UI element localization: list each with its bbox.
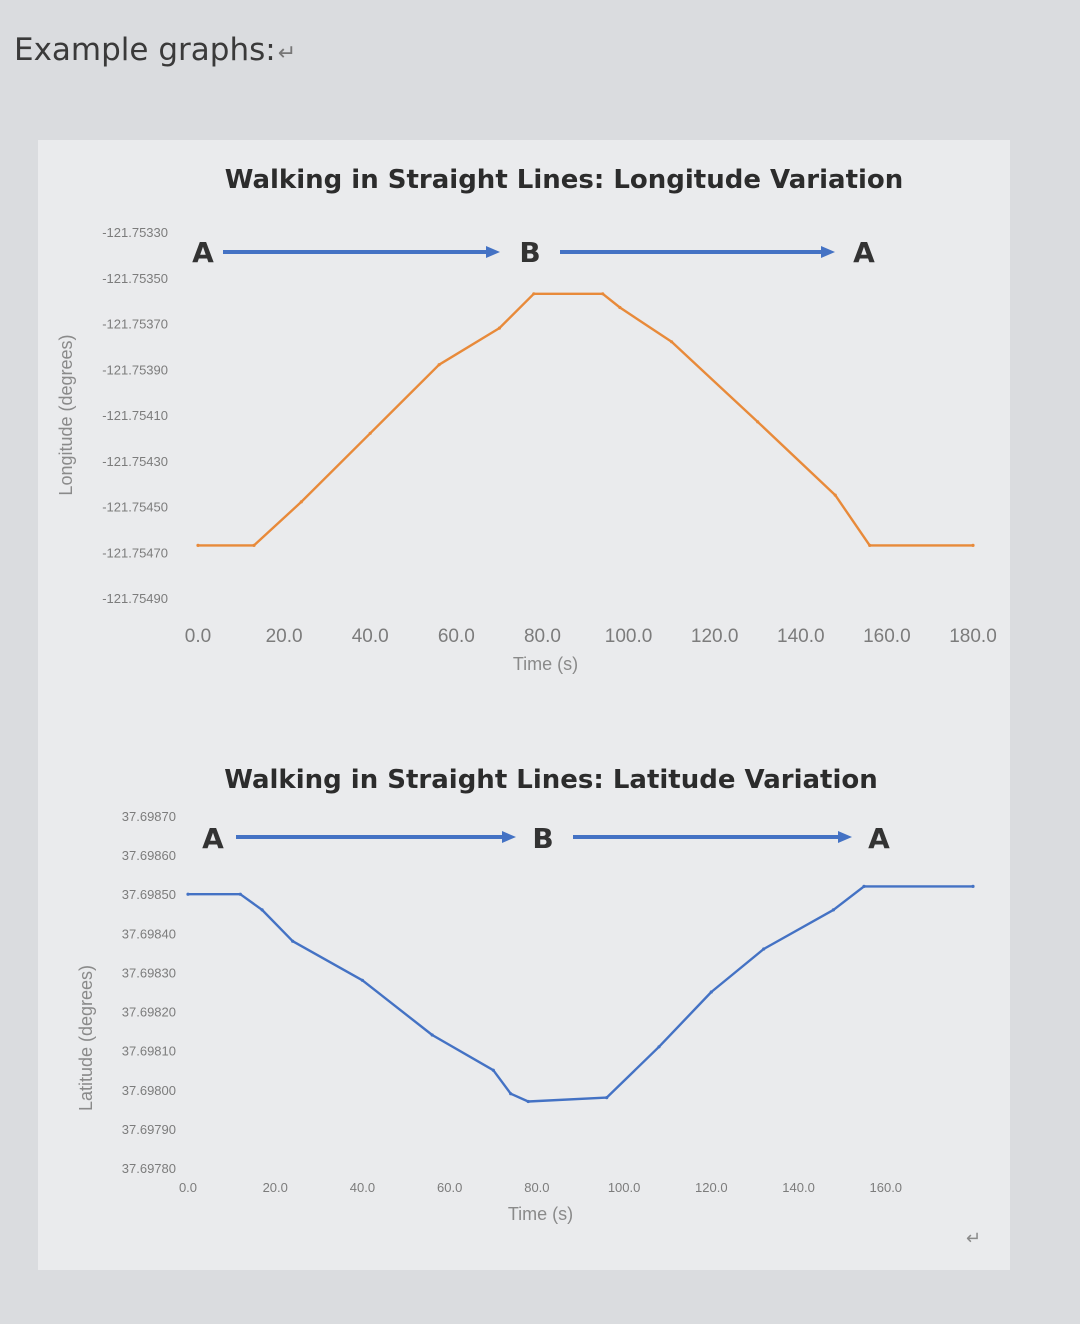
data-point: [605, 1096, 609, 1100]
longitude-chart: Walking in Straight Lines: Longitude Var…: [56, 165, 997, 674]
data-point: [670, 340, 674, 344]
data-point: [868, 543, 872, 547]
data-point: [526, 1099, 530, 1104]
x-tick-label: 40.0: [352, 626, 389, 647]
data-point: [709, 990, 713, 994]
y-tick-label: -121.75330: [102, 225, 168, 240]
x-tick-label: 120.0: [691, 626, 739, 647]
chart-title: Walking in Straight Lines: Longitude Var…: [225, 165, 904, 195]
x-tick-label: 0.0: [185, 626, 211, 647]
data-point: [291, 939, 295, 943]
return-mark-icon: ↵: [277, 41, 297, 66]
data-point: [497, 326, 501, 330]
page-heading-text: Example graphs:: [14, 32, 276, 68]
y-axis-label: Longitude (degrees): [56, 334, 76, 495]
data-point: [260, 908, 264, 912]
figure-panel: Walking in Straight Lines: Longitude Var…: [38, 140, 1010, 1270]
x-tick-label: 60.0: [438, 626, 475, 647]
annotation-label: A: [868, 822, 890, 855]
y-tick-label: -121.75450: [102, 500, 168, 515]
y-tick-label: 37.69820: [122, 1005, 176, 1020]
x-tick-label: 140.0: [777, 626, 825, 647]
annotation-label: B: [519, 236, 540, 269]
arrowhead-icon: [838, 831, 852, 843]
y-tick-label: -121.75350: [102, 271, 168, 286]
data-point: [186, 892, 190, 896]
y-tick-label: 37.69860: [122, 848, 176, 863]
y-axis-label: Latitude (degrees): [76, 965, 96, 1111]
data-point: [509, 1092, 513, 1096]
data-point: [238, 892, 242, 896]
data-point: [862, 884, 866, 888]
data-point: [762, 947, 766, 951]
x-tick-label: 100.0: [605, 626, 653, 647]
data-point: [601, 292, 605, 296]
data-point: [532, 292, 536, 296]
x-tick-label: 0.0: [179, 1180, 197, 1195]
data-point: [491, 1068, 495, 1072]
x-tick-label: 160.0: [870, 1180, 903, 1195]
x-tick-label: 60.0: [437, 1180, 462, 1195]
y-tick-label: -121.75410: [102, 408, 168, 423]
annotation-label: A: [202, 822, 224, 855]
data-point: [196, 543, 200, 547]
x-tick-label: 180.0: [949, 626, 997, 647]
data-point: [252, 543, 256, 547]
y-tick-label: 37.69840: [122, 926, 176, 941]
x-tick-label: 40.0: [350, 1180, 375, 1195]
return-mark-icon: ↵: [966, 1228, 982, 1248]
x-tick-label: 80.0: [524, 1180, 549, 1195]
y-tick-label: 37.69790: [122, 1122, 176, 1137]
data-point: [831, 908, 836, 912]
annotation-label: B: [532, 822, 553, 855]
data-point: [971, 543, 975, 547]
y-tick-label: -121.75390: [102, 362, 168, 377]
y-tick-label: -121.75490: [102, 591, 168, 606]
x-tick-label: 140.0: [782, 1180, 815, 1195]
x-tick-label: 120.0: [695, 1180, 728, 1195]
x-tick-label: 80.0: [524, 626, 561, 647]
y-tick-label: -121.75470: [102, 545, 168, 560]
data-point: [971, 884, 975, 888]
annotation-label: A: [853, 236, 875, 269]
data-point: [368, 431, 372, 435]
data-point: [657, 1045, 661, 1049]
x-tick-label: 160.0: [863, 626, 911, 647]
y-tick-label: 37.69800: [122, 1083, 176, 1098]
data-point: [618, 305, 622, 310]
y-tick-label: -121.75430: [102, 454, 168, 469]
y-tick-label: 37.69870: [122, 809, 176, 824]
x-axis-label: Time (s): [508, 1204, 573, 1224]
y-tick-label: -121.75370: [102, 317, 168, 332]
chart-title: Walking in Straight Lines: Latitude Vari…: [224, 765, 878, 795]
y-tick-label: 37.69830: [122, 965, 176, 980]
data-point: [756, 420, 760, 424]
series-line: [186, 885, 975, 1103]
data-point: [437, 363, 441, 367]
latitude-chart: Walking in Straight Lines: Latitude Vari…: [76, 765, 975, 1224]
data-point: [360, 978, 364, 982]
y-tick-label: 37.69810: [122, 1044, 176, 1059]
arrowhead-icon: [821, 246, 835, 258]
data-point: [833, 493, 837, 497]
arrowhead-icon: [486, 246, 500, 258]
data-point: [430, 1033, 434, 1037]
x-axis-label: Time (s): [513, 654, 578, 674]
x-tick-label: 100.0: [608, 1180, 641, 1195]
arrowhead-icon: [502, 831, 516, 843]
page-heading: Example graphs:↵: [14, 32, 296, 68]
annotation-label: A: [192, 236, 214, 269]
data-point: [299, 500, 303, 504]
y-tick-label: 37.69780: [122, 1161, 176, 1176]
y-tick-label: 37.69850: [122, 887, 176, 902]
series-line: [196, 292, 975, 547]
x-tick-label: 20.0: [263, 1180, 288, 1195]
x-tick-label: 20.0: [266, 626, 303, 647]
